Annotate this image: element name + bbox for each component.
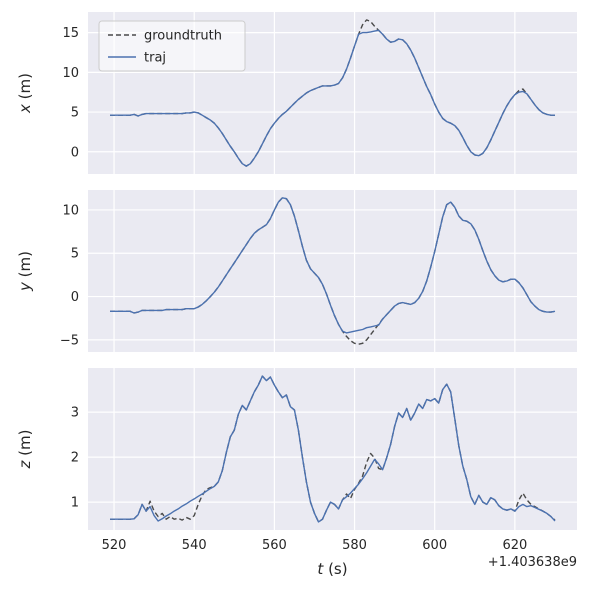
x-tick-label: 620 <box>502 538 527 553</box>
y-tick-label: −5 <box>60 333 79 348</box>
y-tick-label: 5 <box>71 106 79 121</box>
y-tick-label: 15 <box>62 26 79 41</box>
x-tick-label: 580 <box>342 538 367 553</box>
y-tick-label: 0 <box>71 145 79 160</box>
y-tick-label: 10 <box>62 66 79 81</box>
x-tick-label: 540 <box>182 538 207 553</box>
x-axis-label: t (s) <box>317 560 347 578</box>
y-tick-label: 5 <box>71 247 79 262</box>
x-tick-label: 520 <box>102 538 127 553</box>
legend-traj-label: traj <box>144 51 166 66</box>
y-axis-label: y (m) <box>16 251 34 292</box>
legend-box <box>98 20 246 72</box>
y-tick-label: 2 <box>71 451 79 466</box>
y-tick-label: 1 <box>71 496 79 511</box>
y-tick-label: 0 <box>71 290 79 305</box>
x-tick-label: 600 <box>422 538 447 553</box>
y-axis-label: x (m) <box>16 73 34 114</box>
x-axis-offset-text: +1.403638e9 <box>488 555 577 570</box>
plot-panel <box>88 190 577 352</box>
traj-line <box>110 197 556 334</box>
traj-line <box>110 375 556 523</box>
legend-groundtruth-label: groundtruth <box>144 29 222 44</box>
plot-panel <box>88 368 577 530</box>
y-tick-label: 3 <box>71 406 79 421</box>
x-tick-label: 560 <box>262 538 287 553</box>
y-tick-label: 10 <box>62 203 79 218</box>
traj-line <box>110 29 555 167</box>
y-axis-label: z (m) <box>16 430 34 470</box>
